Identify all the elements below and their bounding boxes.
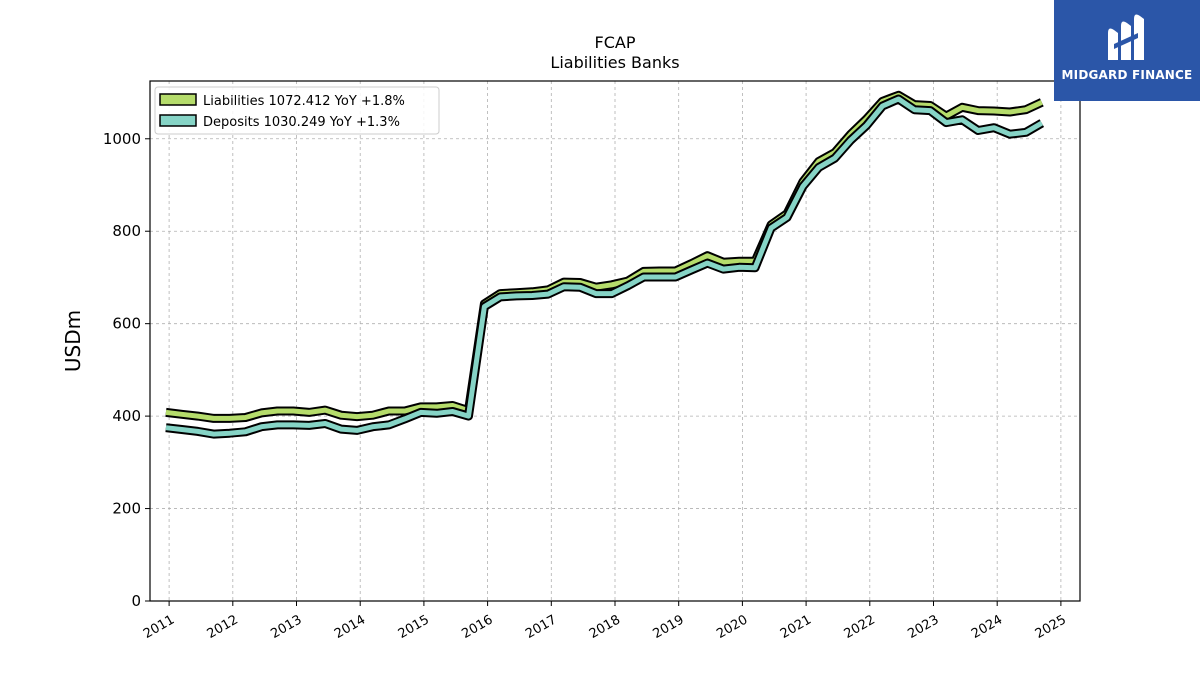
legend-label-deposits: Deposits 1030.249 YoY +1.3%	[203, 115, 400, 130]
x-tick-label: 2021	[778, 612, 814, 642]
x-tick-label: 2014	[332, 612, 368, 642]
y-tick-label: 400	[112, 407, 141, 425]
x-tick-label: 2024	[969, 612, 1005, 642]
y-axis: 0 200 400 600 800 1000	[103, 130, 150, 610]
x-tick-label: 2025	[1033, 612, 1069, 642]
x-tick-label: 2023	[905, 612, 941, 642]
x-tick-label: 2022	[842, 612, 878, 642]
x-tick-label: 2011	[141, 612, 177, 642]
x-tick-label: 2012	[205, 612, 241, 642]
series-line-deposits	[165, 96, 1044, 437]
series-points-liabilities	[166, 95, 1042, 418]
x-tick-label: 2013	[268, 612, 304, 642]
x-tick-label: 2015	[396, 612, 432, 642]
y-axis-label: USDm	[61, 310, 85, 372]
chart-subtitle: Liabilities Banks	[550, 53, 679, 72]
legend: Liabilities 1072.412 YoY +1.8% Deposits …	[154, 86, 440, 135]
x-tick-label: 2020	[714, 612, 750, 642]
chart-title: FCAP	[595, 33, 636, 52]
x-tick-label: 2016	[459, 612, 495, 642]
y-tick-label: 600	[112, 315, 141, 333]
x-axis: 2011 2012 2013 2014 2015 2016 2017 2018 2019 2020…	[141, 601, 1069, 642]
legend-label-liabilities: Liabilities 1072.412 YoY +1.8%	[203, 94, 405, 109]
legend-box	[154, 86, 440, 135]
series-points-deposits	[166, 99, 1042, 434]
x-tick-label: 2019	[651, 612, 687, 642]
y-tick-label: 0	[131, 592, 141, 610]
y-tick-label: 200	[112, 500, 141, 518]
x-tick-label: 2018	[587, 612, 623, 642]
legend-swatch-liabilities	[159, 93, 197, 106]
series-outline-deposits	[165, 94, 1045, 439]
logo-text: MIDGARD FINANCE	[1061, 68, 1193, 82]
series-group	[165, 90, 1045, 439]
brand-logo: MIDGARD FINANCE	[1054, 0, 1200, 101]
series-outline-liabilities	[165, 90, 1044, 423]
midgard-emblem-icon	[1108, 14, 1144, 60]
x-tick-label: 2017	[523, 612, 559, 642]
y-tick-label: 800	[112, 222, 141, 240]
series-line-liabilities	[165, 92, 1043, 421]
y-tick-label: 1000	[103, 130, 141, 148]
legend-swatch-deposits	[159, 114, 197, 127]
grid	[150, 81, 1080, 602]
